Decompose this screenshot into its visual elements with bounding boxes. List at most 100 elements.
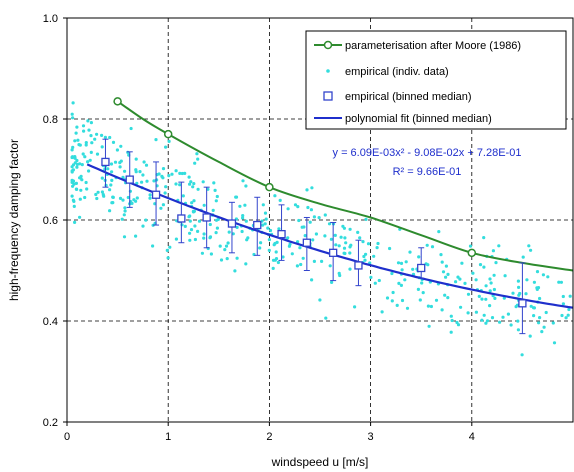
empirical-point <box>421 291 425 295</box>
empirical-point <box>134 157 138 161</box>
empirical-point <box>426 304 430 308</box>
empirical-point <box>148 196 152 200</box>
empirical-point <box>366 242 371 246</box>
legend-binned-label: empirical (binned median) <box>345 91 472 103</box>
empirical-point <box>113 160 118 164</box>
empirical-point <box>218 244 222 248</box>
empirical-point <box>537 321 541 325</box>
empirical-point <box>298 246 302 250</box>
empirical-point <box>416 287 420 291</box>
empirical-point <box>244 262 248 266</box>
empirical-point <box>427 324 431 328</box>
empirical-point <box>295 264 299 268</box>
empirical-point <box>227 230 231 234</box>
empirical-point <box>460 261 464 265</box>
empirical-point <box>437 230 441 234</box>
empirical-point <box>544 310 548 315</box>
empirical-point <box>458 277 462 281</box>
empirical-point <box>134 199 138 203</box>
empirical-point <box>490 316 495 320</box>
empirical-point <box>466 311 470 315</box>
empirical-point <box>546 275 550 279</box>
empirical-point <box>506 312 510 316</box>
empirical-point <box>215 194 219 199</box>
empirical-point <box>286 207 290 211</box>
empirical-point <box>80 163 84 167</box>
empirical-point <box>529 304 533 308</box>
empirical-point <box>88 158 92 162</box>
empirical-point <box>86 119 90 123</box>
empirical-point <box>122 213 126 217</box>
empirical-point <box>443 293 447 297</box>
empirical-point <box>273 258 277 262</box>
empirical-point <box>73 139 77 143</box>
empirical-point <box>258 246 262 250</box>
empirical-point <box>391 290 395 295</box>
empirical-point <box>439 253 443 257</box>
empirical-point <box>559 280 564 284</box>
empirical-point <box>348 245 352 249</box>
empirical-point <box>342 226 346 230</box>
empirical-point <box>190 201 194 205</box>
empirical-point <box>216 217 220 221</box>
empirical-point <box>89 150 93 154</box>
empirical-point <box>189 180 193 184</box>
empirical-point <box>441 270 446 274</box>
empirical-point <box>85 187 89 191</box>
empirical-point <box>471 271 475 275</box>
moore-parameterisation-curve <box>117 100 574 272</box>
empirical-point <box>301 256 305 260</box>
empirical-point <box>78 215 82 219</box>
empirical-point <box>342 251 346 255</box>
legend-binned-swatch <box>323 91 333 101</box>
empirical-point <box>567 307 571 312</box>
empirical-point <box>273 194 277 198</box>
empirical-point <box>267 238 271 242</box>
empirical-point <box>538 296 542 301</box>
empirical-point <box>109 162 114 166</box>
empirical-point <box>263 211 268 215</box>
empirical-point <box>187 175 191 179</box>
empirical-point <box>395 303 399 307</box>
empirical-point <box>123 206 127 210</box>
empirical-point <box>388 246 392 251</box>
empirical-point <box>71 180 75 184</box>
empirical-point <box>71 145 75 149</box>
empirical-point <box>353 305 357 309</box>
empirical-point <box>202 232 206 236</box>
empirical-point <box>71 163 76 167</box>
empirical-point <box>276 260 280 265</box>
empirical-point <box>81 152 85 156</box>
empirical-point <box>115 148 119 152</box>
empirical-point <box>509 323 513 327</box>
empirical-point <box>141 224 145 228</box>
empirical-point <box>108 188 112 192</box>
empirical-point <box>330 280 334 284</box>
empirical-point <box>310 278 314 282</box>
binned-median-marker <box>227 219 237 228</box>
empirical-point <box>517 285 521 289</box>
empirical-point <box>329 237 333 241</box>
empirical-point <box>95 152 100 156</box>
empirical-point <box>219 258 224 262</box>
empirical-point <box>224 244 229 248</box>
empirical-point <box>180 171 184 176</box>
empirical-point <box>333 233 337 237</box>
empirical-point <box>456 275 460 279</box>
empirical-point <box>405 306 410 310</box>
moore-marker <box>467 248 477 258</box>
empirical-point <box>241 214 245 218</box>
empirical-point <box>111 201 115 205</box>
empirical-point <box>429 304 433 309</box>
empirical-point <box>243 203 247 207</box>
empirical-point <box>521 255 525 259</box>
empirical-point <box>342 246 347 250</box>
binned-median-marker <box>277 229 286 239</box>
empirical-point <box>477 294 481 298</box>
empirical-point <box>80 178 84 182</box>
empirical-point <box>72 204 76 208</box>
empirical-point <box>208 222 212 227</box>
empirical-point <box>532 280 537 284</box>
empirical-point <box>195 152 199 156</box>
